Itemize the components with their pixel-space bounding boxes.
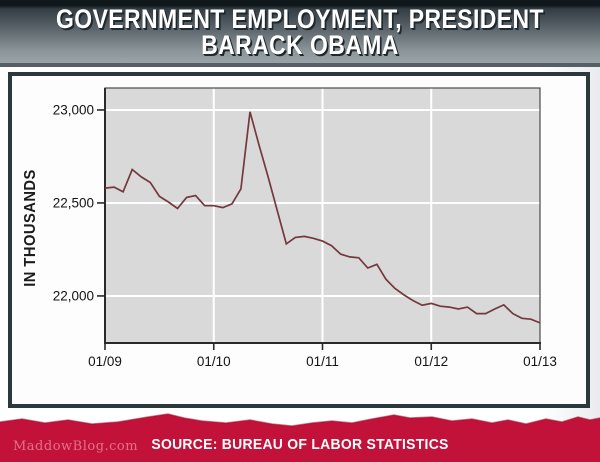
page-title: GOVERNMENT EMPLOYMENT, PRESIDENT BARACK … (45, 4, 555, 60)
y-tick-label: 23,000 (53, 102, 94, 117)
banner-torn-edge (0, 413, 600, 427)
x-tick-label: 01/12 (414, 354, 448, 369)
watermark: MaddowBlog.com (13, 439, 139, 454)
data-line (104, 111, 541, 324)
torn-paper-shape (0, 413, 600, 462)
x-tick-label: 01/11 (306, 354, 339, 369)
title-banner: GOVERNMENT EMPLOYMENT, PRESIDENT BARACK … (0, 0, 600, 67)
source-banner: MaddowBlog.com SOURCE: BUREAU OF LABOR S… (0, 410, 600, 462)
title-line-2: BARACK OBAMA (201, 30, 399, 60)
source-label: SOURCE: BUREAU OF LABOR STATISTICS (151, 436, 449, 453)
x-tick-label: 01/09 (88, 354, 122, 369)
chart-panel: IN THOUSANDS 23,000 22,500 22,000 01/09 01/1… (8, 72, 590, 408)
x-tick-label: 01/13 (523, 354, 557, 369)
x-tick-label: 01/10 (197, 354, 231, 369)
chart-svg: 23,000 22,500 22,000 01/09 01/10 01/11 01/12 01… (53, 87, 557, 369)
y-tick-label: 22,000 (53, 288, 94, 303)
y-tick-label: 22,500 (53, 195, 94, 210)
title-line-1: GOVERNMENT EMPLOYMENT, PRESIDENT (56, 4, 544, 34)
banner-fill (0, 414, 600, 462)
